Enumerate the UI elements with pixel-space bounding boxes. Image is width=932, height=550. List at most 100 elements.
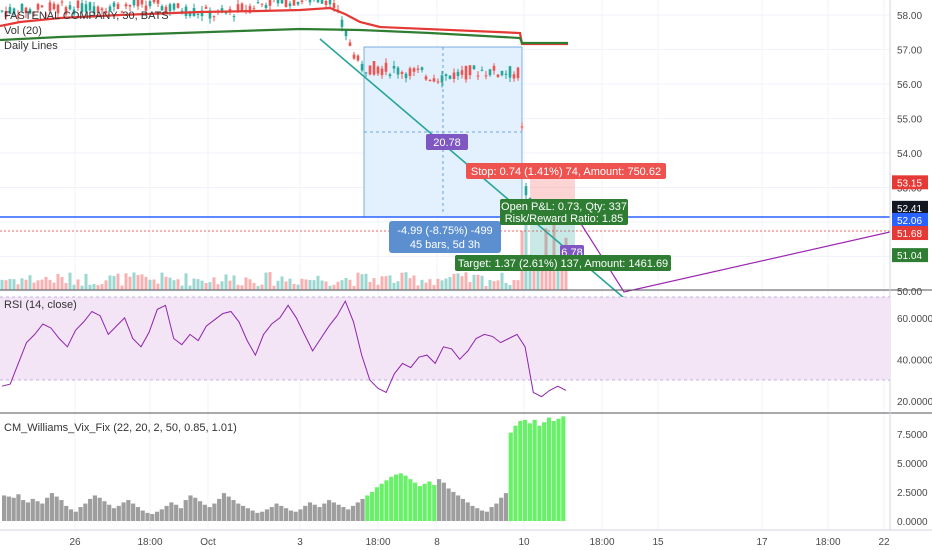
vix-bar	[116, 505, 121, 521]
volume-bar	[164, 276, 168, 290]
vix-bar	[537, 425, 542, 521]
volume-bar	[152, 279, 156, 290]
vix-bar	[527, 423, 532, 521]
candle	[284, 0, 288, 8]
price-badge: 51.68	[892, 226, 928, 241]
volume-bar	[248, 279, 252, 290]
candle	[72, 6, 76, 17]
green-daily-line[interactable]	[0, 27, 568, 45]
volume-bar	[532, 257, 536, 290]
candle	[456, 68, 460, 80]
vix-bar	[346, 509, 351, 521]
rsi-line[interactable]	[1, 299, 567, 398]
volume-bar	[284, 281, 288, 290]
volume-bar	[180, 285, 184, 290]
vix-bar	[370, 491, 375, 521]
volume-bar	[144, 276, 148, 290]
measure-result-box[interactable]: -4.99 (-8.75%) -499 45 bars, 5d 3h	[389, 221, 501, 253]
candle	[324, 0, 328, 9]
vix-bar	[393, 474, 399, 521]
vix-bar	[226, 496, 231, 521]
candle	[288, 0, 292, 9]
time-tick: 18:00	[365, 537, 390, 548]
volume-bar	[172, 280, 176, 290]
target-box[interactable]: Target: 1.37 (2.61%) 137, Amount: 1461.6…	[455, 255, 671, 271]
candle	[364, 72, 368, 77]
volume-bar	[440, 280, 444, 290]
vix-bar	[150, 514, 155, 521]
volume-bar	[72, 284, 76, 290]
volume-bar	[28, 275, 32, 290]
volume-bar	[316, 275, 320, 290]
volume-bar	[100, 284, 104, 290]
volume-bar	[420, 279, 424, 290]
candle	[100, 6, 104, 15]
volume-bar	[228, 280, 232, 290]
candle	[52, 1, 56, 11]
vix-bar	[307, 502, 313, 521]
volume-bar	[52, 282, 56, 290]
price-pane[interactable]: 20.78 -4.99 (-8.75%) -499 45 bars, 5d 3h…	[0, 0, 891, 299]
vix-bar	[355, 502, 360, 521]
vix-bar	[479, 510, 485, 521]
volume-bar	[444, 278, 448, 290]
vix-bar	[470, 505, 475, 521]
vix-bar	[121, 502, 126, 521]
vix-bar	[446, 488, 451, 521]
rsi-pane[interactable]: RSI (14, close)	[0, 296, 890, 398]
vix-bar	[522, 419, 528, 521]
candle	[172, 2, 176, 12]
vix-bar	[441, 482, 446, 521]
candle	[308, 0, 312, 6]
volume-bar	[536, 266, 540, 290]
vix-pane[interactable]: CM_Williams_Vix_Fix (22, 20, 2, 50, 0.85…	[2, 416, 566, 521]
volume-bar	[132, 272, 136, 290]
candle	[124, 2, 128, 10]
candle	[176, 2, 180, 9]
measure-top-tag[interactable]: 20.78	[426, 134, 468, 150]
volume-bar	[404, 272, 408, 290]
vix-bar	[374, 487, 379, 521]
vix-bar	[245, 508, 250, 521]
vix-bar	[384, 480, 389, 521]
vix-bar	[484, 511, 489, 521]
volume-bar	[432, 285, 436, 290]
volume-bar	[512, 279, 516, 290]
purple-line[interactable]	[565, 199, 891, 293]
vix-bar	[30, 498, 35, 521]
volume-bar	[80, 285, 84, 290]
volume-bar	[280, 276, 284, 290]
vix-bar	[556, 418, 561, 521]
volume-bar	[308, 279, 312, 290]
volume-bar	[252, 282, 256, 290]
volume-bar	[332, 284, 336, 290]
volume-bar	[368, 281, 372, 290]
volume-bar	[20, 278, 24, 290]
volume-bar	[484, 285, 488, 290]
red-daily-line[interactable]	[0, 6, 568, 46]
vix-bar	[456, 495, 461, 521]
volume-bar	[16, 284, 20, 290]
volume-bar	[560, 257, 564, 290]
candle	[352, 51, 356, 60]
vix-bar	[188, 495, 193, 521]
candle	[56, 3, 60, 18]
vix-bar	[279, 505, 284, 521]
candle	[80, 0, 84, 14]
volume-bar	[340, 280, 344, 290]
open-pnl-box[interactable]: Open P&L: 0.73, Qty: 337 Risk/Reward Rat…	[500, 199, 628, 225]
candle	[28, 7, 32, 15]
candle	[24, 6, 28, 19]
price-badge: 53.15	[892, 175, 928, 190]
volume-bar	[196, 279, 200, 290]
vix-bar	[293, 511, 298, 521]
candle	[428, 79, 432, 82]
measure-bars-label: 45 bars, 5d 3h	[410, 239, 480, 251]
volume-bar	[324, 281, 328, 290]
stop-box[interactable]: Stop: 0.74 (1.41%) 74, Amount: 750.62	[466, 163, 666, 179]
vix-bar	[336, 504, 341, 521]
volume-bar	[364, 273, 368, 290]
candle	[408, 66, 412, 80]
vix-bar	[503, 493, 509, 521]
